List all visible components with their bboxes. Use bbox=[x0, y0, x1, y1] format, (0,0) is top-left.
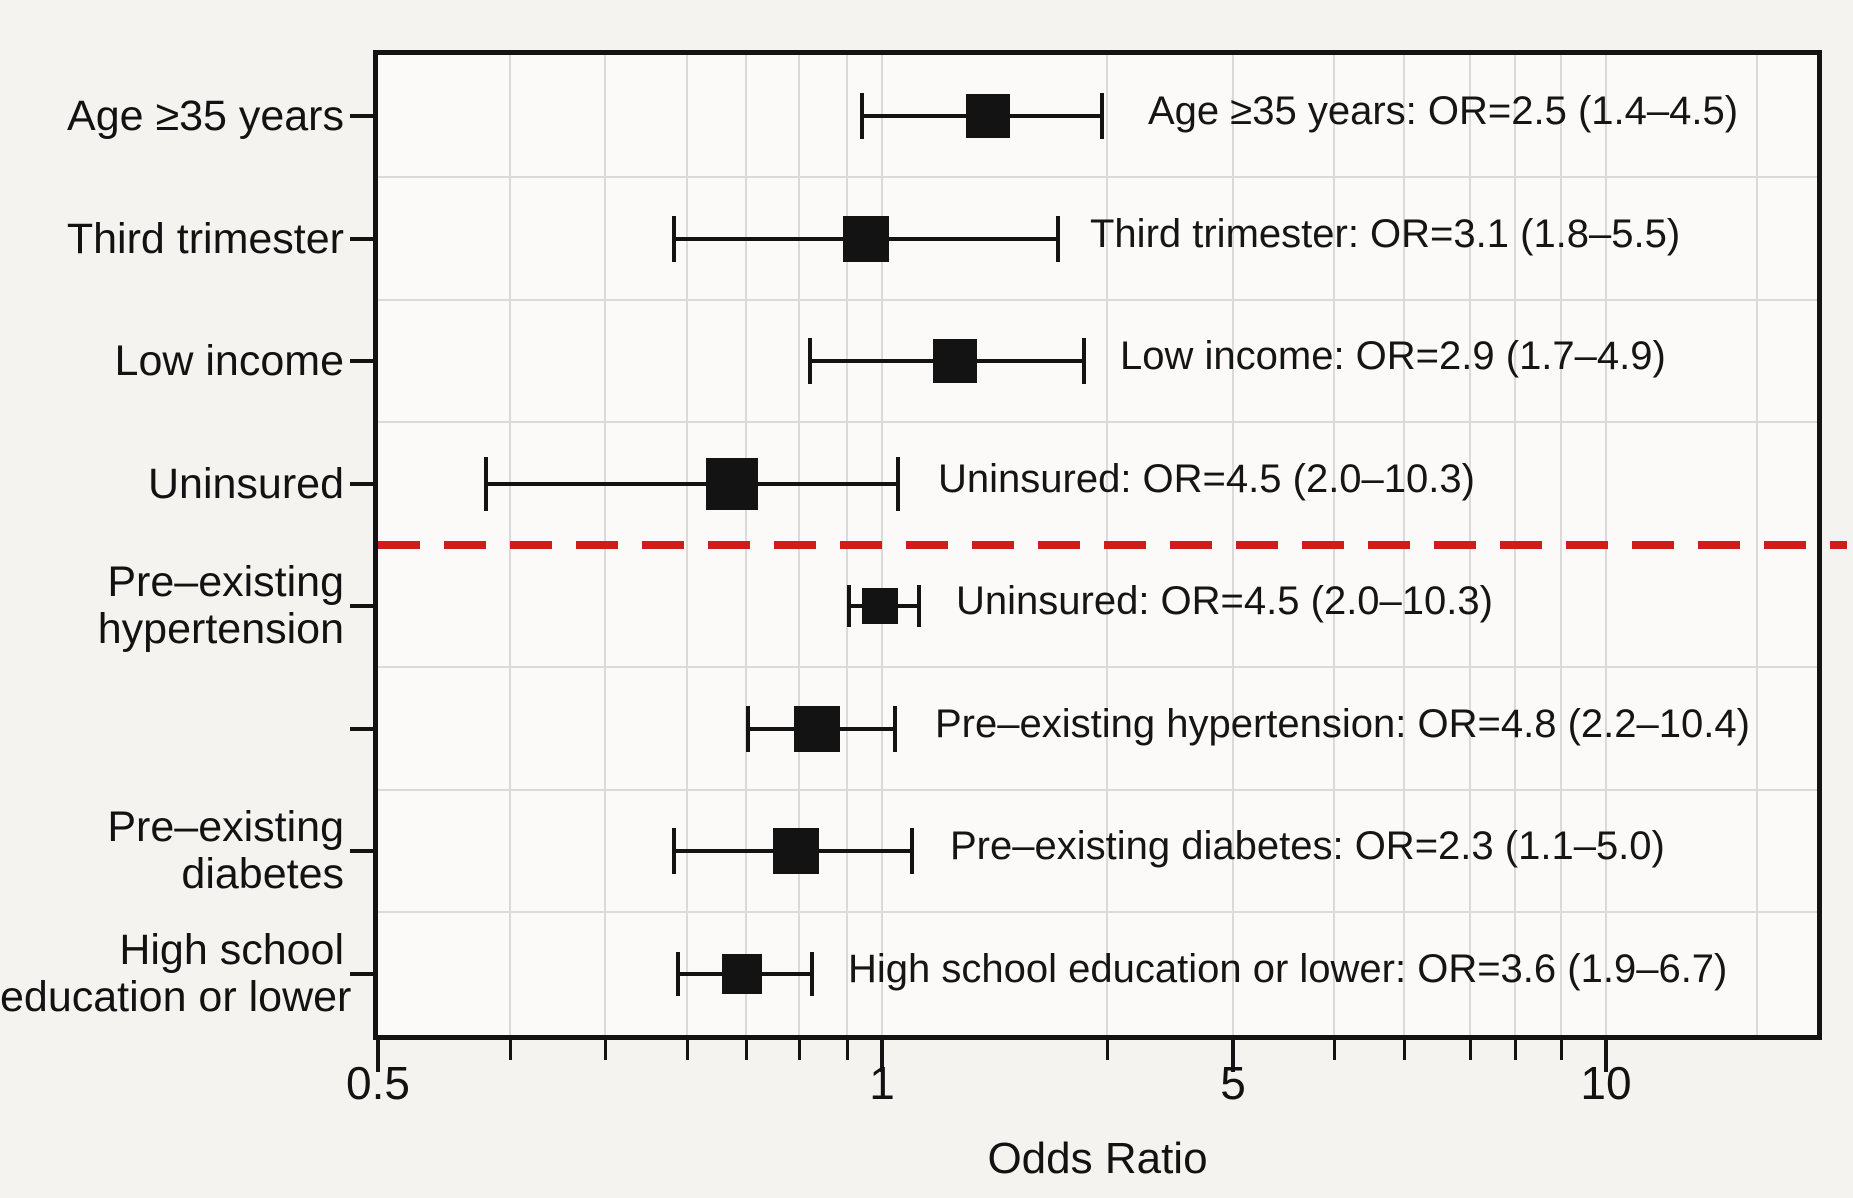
ci-cap-low bbox=[808, 338, 812, 384]
gridline-horizontal bbox=[378, 421, 1817, 423]
y-tick bbox=[350, 727, 378, 731]
x-major-tick bbox=[1604, 1040, 1608, 1072]
y-tick bbox=[350, 114, 378, 118]
ci-cap-low bbox=[746, 706, 750, 752]
or-annotation: Uninsured: OR=4.5 (2.0–10.3) bbox=[938, 457, 1475, 501]
ci-cap-low bbox=[860, 93, 864, 139]
point-marker-square bbox=[862, 588, 898, 624]
x-minor-tick bbox=[1105, 1040, 1109, 1060]
point-marker-square bbox=[773, 828, 819, 874]
or-annotation: Pre–existing hypertension: OR=4.8 (2.2–1… bbox=[935, 702, 1750, 746]
x-tick-label: 5 bbox=[1220, 1057, 1246, 1109]
or-annotation: Pre–existing diabetes: OR=2.3 (1.1–5.0) bbox=[950, 824, 1665, 868]
point-marker-square bbox=[843, 216, 889, 262]
ci-cap-low bbox=[484, 457, 488, 511]
x-minor-tick bbox=[1332, 1040, 1336, 1060]
x-tick-label: 10 bbox=[1580, 1057, 1632, 1109]
ci-cap-high bbox=[893, 706, 897, 752]
point-marker-square bbox=[966, 94, 1010, 138]
ci-cap-high bbox=[1100, 93, 1104, 139]
or-annotation: Age ≥35 years: OR=2.5 (1.4–4.5) bbox=[1148, 89, 1739, 133]
gridline-horizontal bbox=[378, 299, 1817, 301]
ci-cap-low bbox=[672, 828, 676, 874]
or-annotation: High school education or lower: OR=3.6 (… bbox=[848, 947, 1728, 991]
gridline-horizontal bbox=[378, 176, 1817, 178]
x-minor-tick bbox=[1513, 1040, 1517, 1060]
y-tick bbox=[350, 359, 378, 363]
x-minor-tick bbox=[603, 1040, 607, 1060]
x-minor-tick bbox=[797, 1040, 801, 1060]
row-label: Age ≥35 years bbox=[67, 91, 344, 140]
x-minor-tick bbox=[685, 1040, 689, 1060]
ci-cap-high bbox=[810, 952, 814, 996]
x-tick-label: 1 bbox=[869, 1057, 895, 1109]
row-label: Third trimester bbox=[66, 214, 344, 263]
ci-cap-high bbox=[910, 828, 914, 874]
x-minor-tick bbox=[1559, 1040, 1563, 1060]
x-major-tick bbox=[880, 1040, 884, 1072]
point-marker-square bbox=[933, 339, 977, 383]
x-minor-tick bbox=[845, 1040, 849, 1060]
row-label: Pre–existing diabetes bbox=[107, 803, 344, 898]
row-label: Uninsured bbox=[148, 459, 344, 508]
row-label: Pre–existing hypertension bbox=[97, 558, 344, 653]
ci-cap-high bbox=[1082, 338, 1086, 384]
y-tick bbox=[350, 849, 378, 853]
x-minor-tick bbox=[744, 1040, 748, 1060]
x-tick-label: 0.5 bbox=[346, 1057, 410, 1109]
or-annotation: Third trimester: OR=3.1 (1.8–5.5) bbox=[1090, 212, 1681, 256]
x-minor-tick bbox=[1468, 1040, 1472, 1060]
y-tick bbox=[350, 604, 378, 608]
y-tick bbox=[350, 482, 378, 486]
ci-cap-low bbox=[672, 216, 676, 262]
ci-error-bar bbox=[486, 482, 898, 486]
divider-dashed-line bbox=[378, 541, 1847, 549]
or-annotation: Low income: OR=2.9 (1.7–4.9) bbox=[1120, 334, 1666, 378]
y-tick bbox=[350, 972, 378, 976]
ci-cap-low bbox=[676, 952, 680, 996]
x-minor-tick bbox=[508, 1040, 512, 1060]
gridline-horizontal bbox=[378, 789, 1817, 791]
x-axis-title: Odds Ratio bbox=[987, 1134, 1208, 1183]
y-tick bbox=[350, 237, 378, 241]
point-marker-square bbox=[722, 954, 762, 994]
x-minor-tick bbox=[1402, 1040, 1406, 1060]
x-major-tick bbox=[1231, 1040, 1235, 1072]
row-label: Low income bbox=[114, 336, 344, 385]
row-label: High school education or lower bbox=[0, 926, 352, 1021]
point-marker-square bbox=[706, 458, 758, 510]
gridline-horizontal bbox=[378, 911, 1817, 913]
point-marker-square bbox=[794, 706, 840, 752]
ci-cap-high bbox=[917, 585, 921, 627]
gridline-horizontal bbox=[378, 666, 1817, 668]
ci-cap-high bbox=[1056, 216, 1060, 262]
ci-cap-high bbox=[896, 457, 900, 511]
ci-cap-low bbox=[847, 585, 851, 627]
x-major-tick bbox=[376, 1040, 380, 1072]
or-annotation: Uninsured: OR=4.5 (2.0–10.3) bbox=[956, 579, 1493, 623]
